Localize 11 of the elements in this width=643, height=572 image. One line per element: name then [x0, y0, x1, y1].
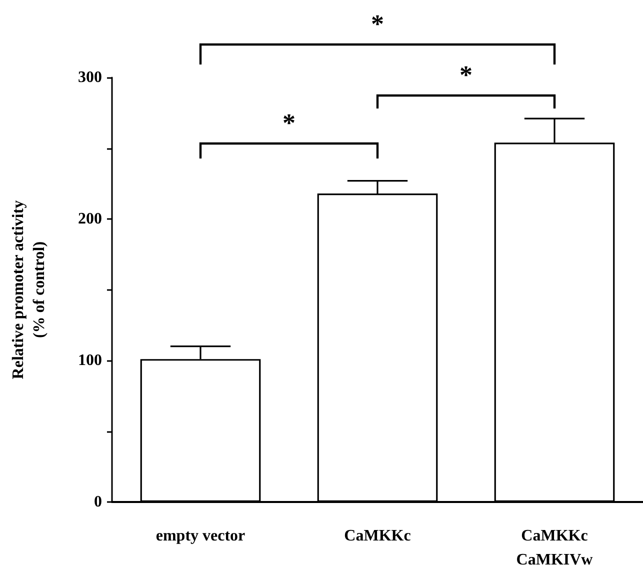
y-tick-label: 0: [94, 494, 102, 510]
y-tick-label: 200: [78, 210, 102, 228]
x-tick-label: empty vector: [156, 528, 246, 544]
annotation: *: [282, 108, 296, 138]
x-tick-label: CaMKKc CaMKIVw: [516, 528, 594, 568]
y-tick-label: 300: [78, 69, 102, 86]
x-tick-label: CaMKKc: [344, 528, 411, 544]
y-tick-label: 100: [78, 352, 102, 369]
annotation: *: [460, 60, 472, 90]
y-axis-title: Relative promoter activity (% of control): [10, 200, 48, 380]
text: *: [371, 10, 384, 38]
